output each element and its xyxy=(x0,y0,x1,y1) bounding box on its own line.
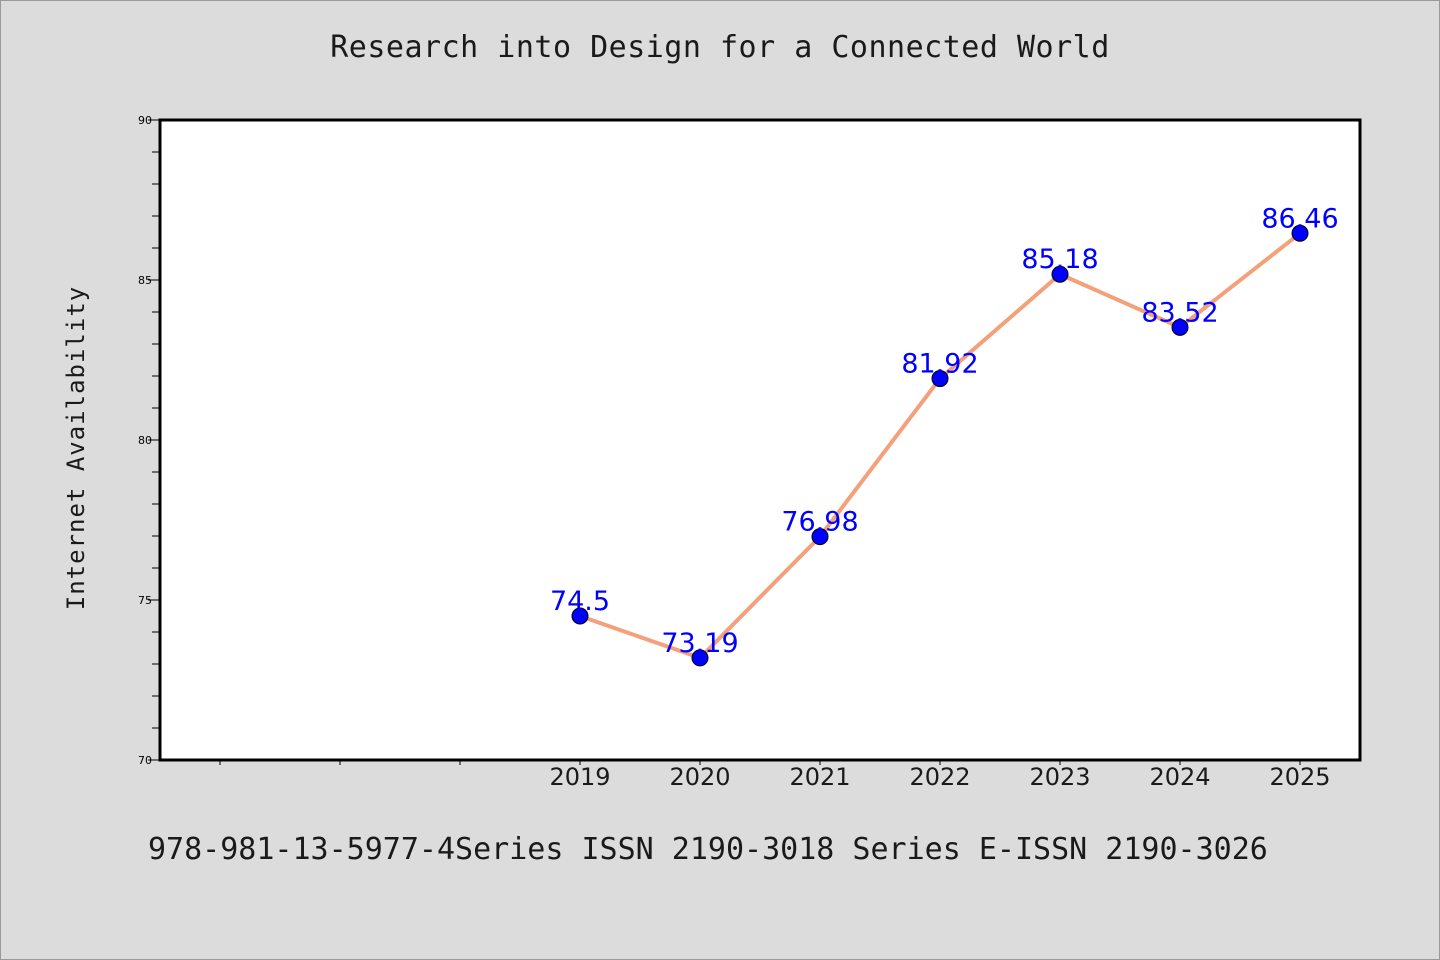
x-tick-label: 2019 xyxy=(549,763,610,791)
y-tick-label: 70 xyxy=(138,754,152,767)
data-point xyxy=(571,607,589,625)
y-tick-label: 85 xyxy=(138,274,152,287)
data-label: 85.18 xyxy=(1021,244,1098,275)
data-point xyxy=(811,528,829,546)
x-tick-label: 2023 xyxy=(1029,763,1090,791)
x-tick-label: 2021 xyxy=(789,763,850,791)
data-label: 83.52 xyxy=(1141,297,1218,328)
data-point xyxy=(1051,265,1069,283)
y-tick-label: 75 xyxy=(138,594,152,607)
x-tick-label: 2025 xyxy=(1269,763,1330,791)
data-point xyxy=(1171,318,1189,336)
data-label: 81.92 xyxy=(901,349,978,380)
data-point xyxy=(1291,224,1309,242)
data-point xyxy=(691,649,709,667)
y-tick-label: 80 xyxy=(138,434,152,447)
x-tick-label: 2020 xyxy=(669,763,730,791)
data-label: 86.46 xyxy=(1261,203,1338,234)
data-label: 74.5 xyxy=(550,586,610,617)
data-label: 76.98 xyxy=(781,507,858,538)
y-tick-label: 90 xyxy=(138,114,152,127)
data-point xyxy=(931,370,949,388)
plot-background xyxy=(158,118,1362,762)
chart-title: Research into Design for a Connected Wor… xyxy=(330,30,1110,65)
data-label: 73.19 xyxy=(661,628,738,659)
footer-isbn: 978-981-13-5977-4Series ISSN 2190-3018 S… xyxy=(148,832,1268,867)
x-tick-label: 2022 xyxy=(909,763,970,791)
x-tick-label: 2024 xyxy=(1149,763,1210,791)
